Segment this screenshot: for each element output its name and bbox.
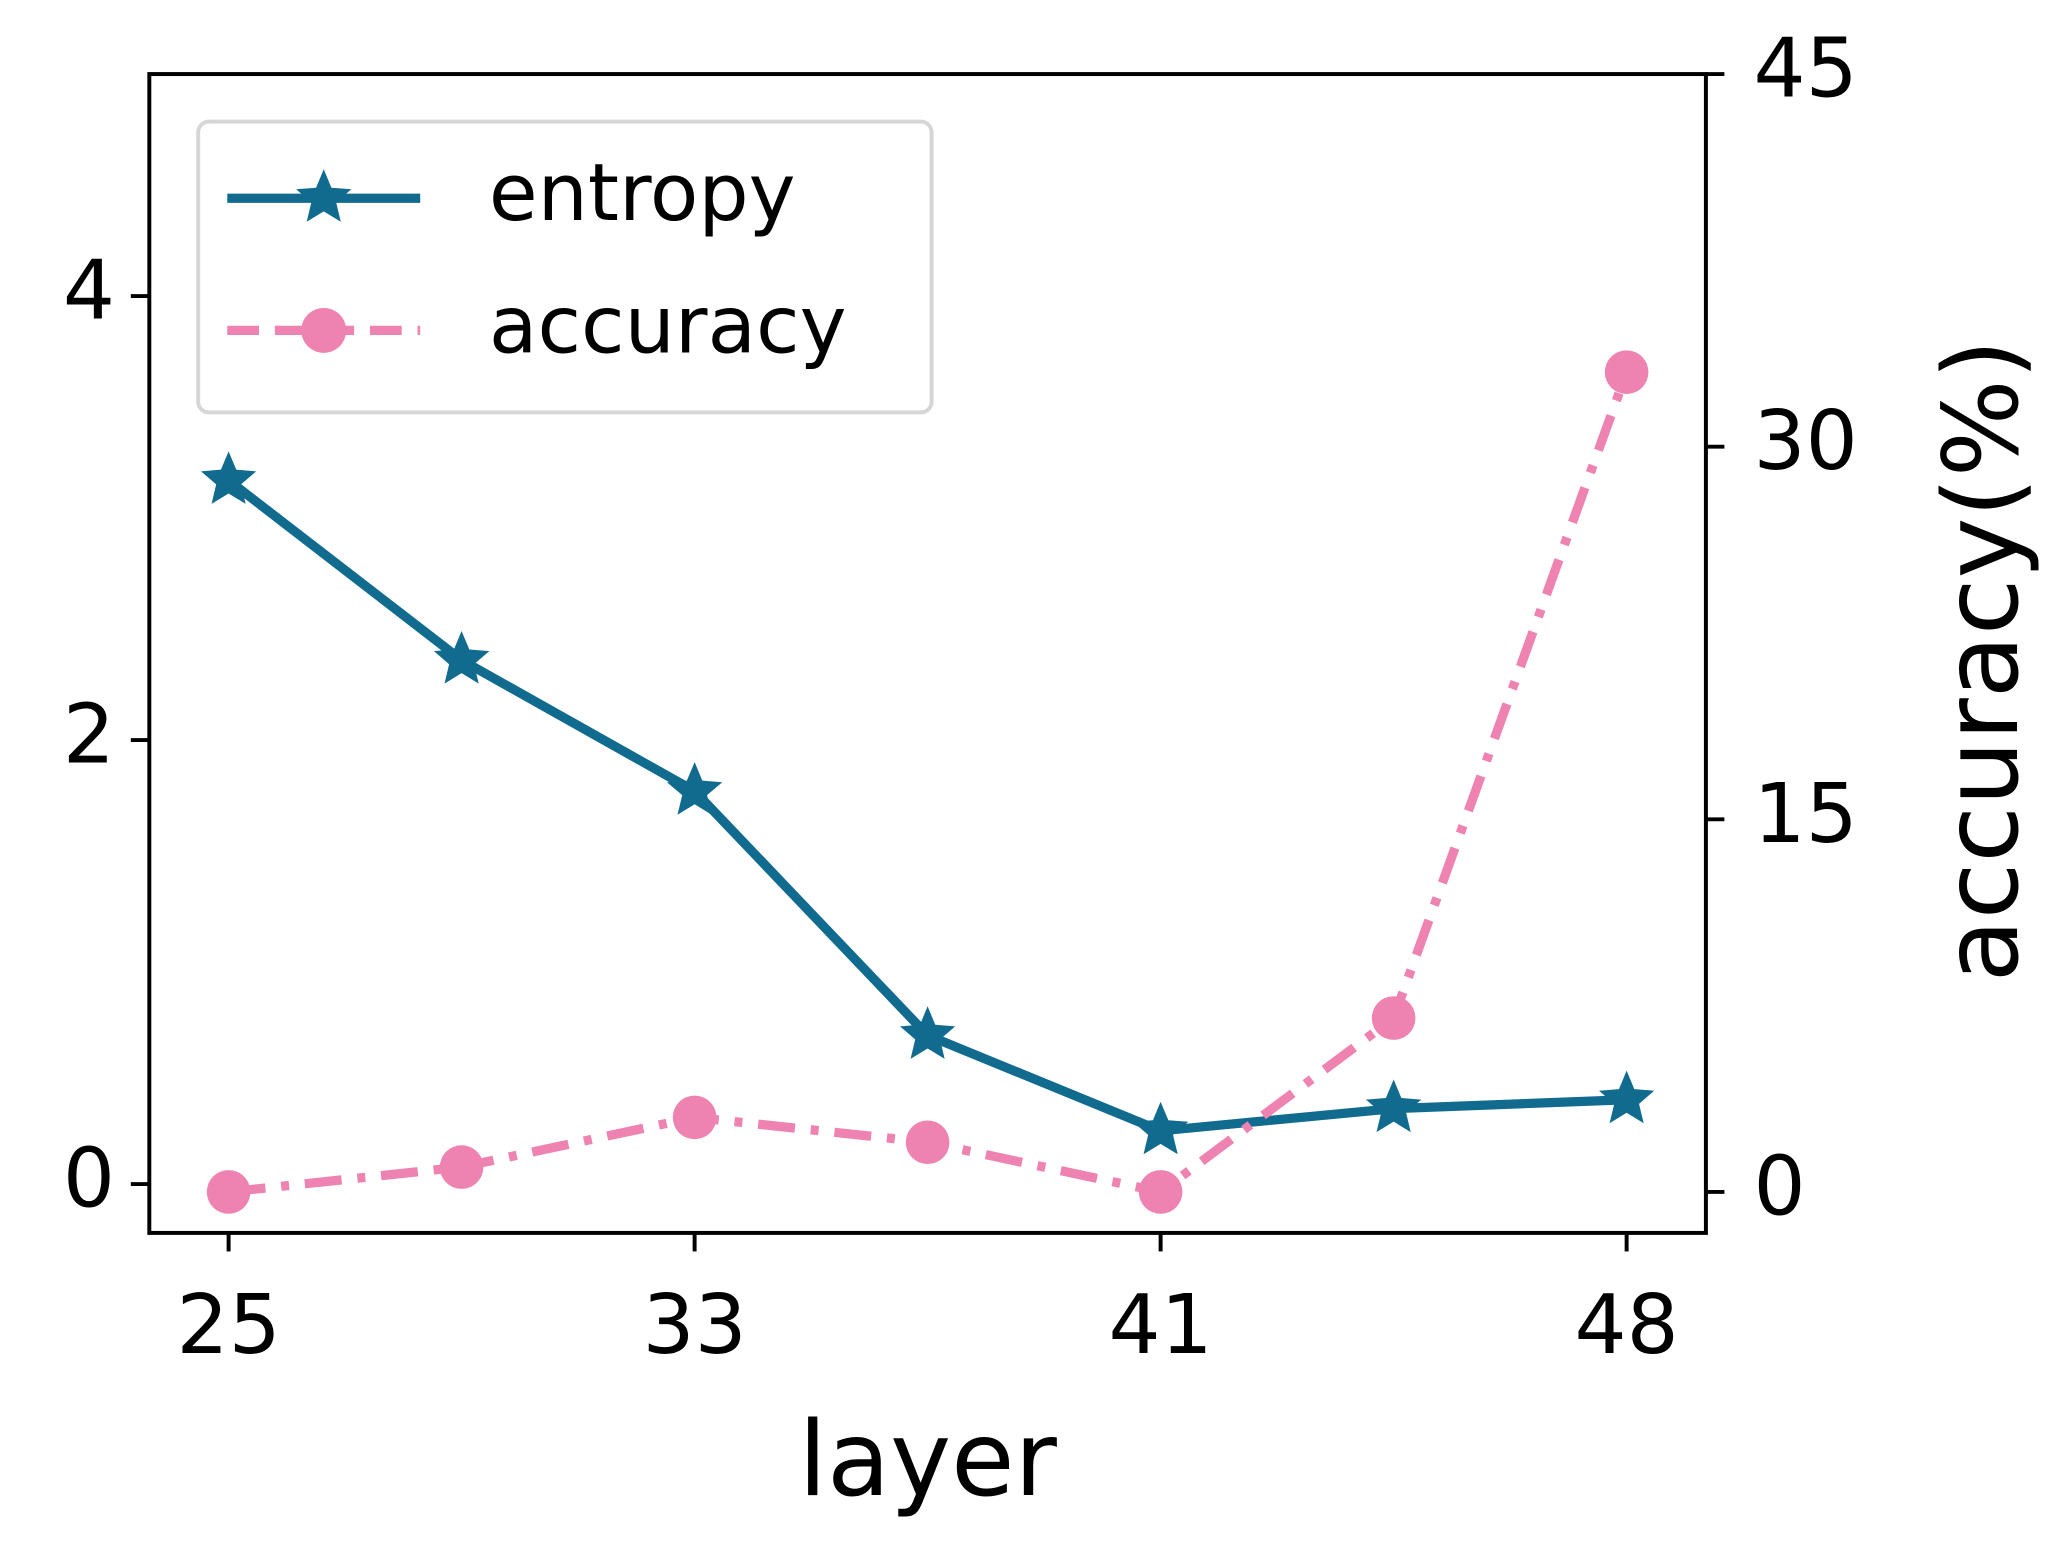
y2-axis-label: accuracy(%)	[1922, 339, 2042, 982]
legend-label: entropy	[489, 146, 796, 239]
point-marker	[433, 631, 490, 684]
point-marker	[1365, 1079, 1422, 1133]
point-marker	[666, 762, 723, 815]
point-marker	[1604, 350, 1649, 394]
point-marker	[200, 451, 257, 504]
series-line	[228, 370, 1631, 1197]
y-tick-label: 4	[63, 244, 115, 339]
legend-label: accuracy	[489, 278, 847, 371]
y-tick-label: 2	[63, 688, 115, 783]
y2-tick-label: 30	[1753, 394, 1857, 489]
point-marker	[672, 1095, 717, 1140]
x-tick-label: 48	[1575, 1278, 1679, 1373]
point-marker	[1371, 996, 1416, 1040]
y2-tick-label: 0	[1753, 1139, 1805, 1234]
point-marker	[905, 1120, 950, 1165]
point-marker	[1132, 1101, 1189, 1155]
legend-marker	[301, 307, 347, 353]
x-tick-label: 41	[1108, 1278, 1212, 1373]
point-marker	[899, 1006, 956, 1059]
point-marker	[1138, 1170, 1183, 1214]
point-marker	[1599, 1070, 1655, 1124]
point-marker	[206, 1170, 251, 1214]
y2-tick-label: 45	[1753, 22, 1857, 117]
x-axis-label: layer	[798, 1400, 1057, 1520]
x-tick-label: 25	[176, 1278, 280, 1373]
plot-frame	[147, 72, 1708, 1235]
y-tick-label: 0	[63, 1132, 115, 1227]
y2-tick-label: 15	[1753, 767, 1857, 862]
legend-marker	[296, 169, 352, 222]
x-tick-label: 33	[642, 1278, 746, 1373]
point-marker	[439, 1145, 484, 1189]
